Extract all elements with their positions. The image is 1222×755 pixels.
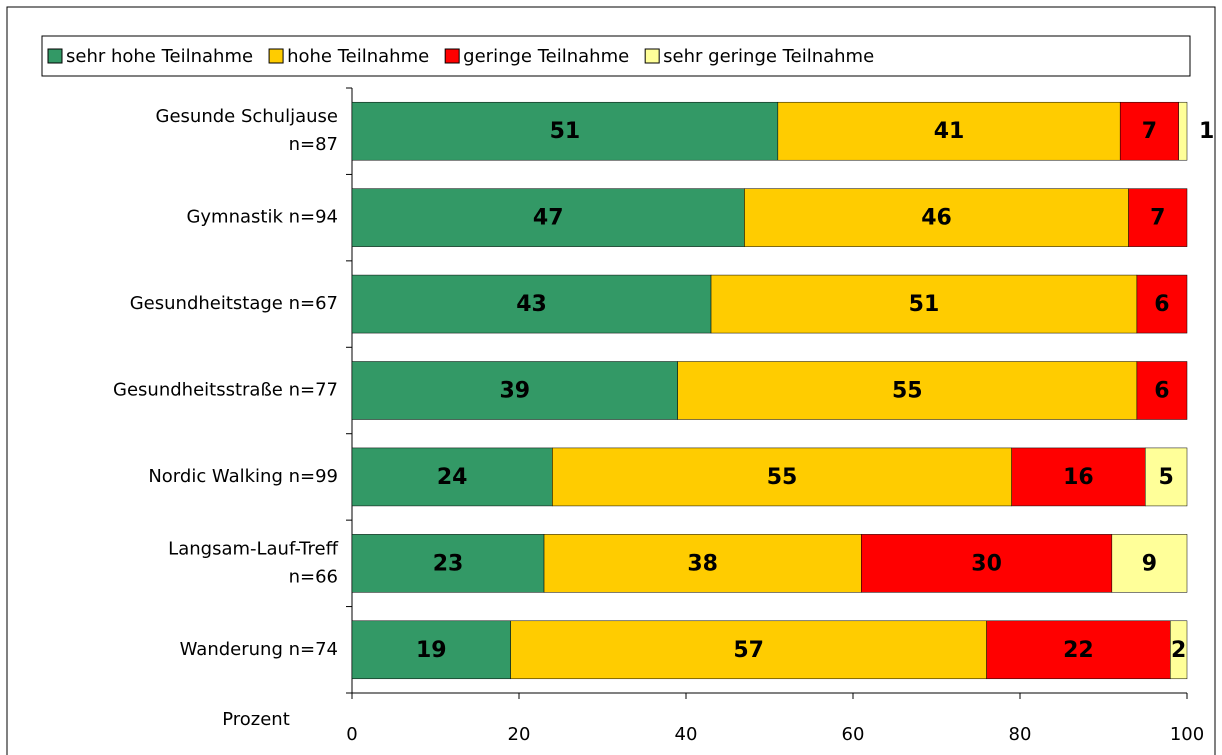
- value-label: 55: [892, 379, 923, 404]
- y-tick-label: Wanderung n=74: [180, 639, 338, 660]
- bar-segment: [861, 534, 1113, 593]
- frame: [6, 6, 1216, 755]
- legend-label: hohe Teilnahme: [287, 46, 429, 67]
- bar-segment: [510, 620, 987, 680]
- bar-segment: [351, 447, 553, 507]
- legend-swatch: [268, 48, 284, 64]
- value-label: 55: [767, 465, 798, 490]
- x-axis-label: Prozent: [222, 709, 290, 730]
- bar-segment: [986, 620, 1171, 680]
- value-label: 7: [1150, 206, 1165, 231]
- y-tick-label: Gesundheitstage n=67: [130, 293, 338, 314]
- bar-segment: [1128, 188, 1188, 247]
- x-tick-label: 40: [675, 724, 698, 745]
- legend-swatch: [47, 48, 63, 64]
- bar-segment: [543, 534, 862, 593]
- value-label: 43: [516, 292, 547, 317]
- value-label: 51: [550, 119, 581, 144]
- value-label: 6: [1154, 379, 1169, 404]
- y-tick-label: Gesunde Schuljause n=87: [156, 106, 338, 155]
- value-label: 22: [1063, 638, 1094, 663]
- bar-segment: [351, 101, 779, 161]
- bar-segment: [1145, 447, 1188, 507]
- legend-label: sehr hohe Teilnahme: [66, 46, 253, 67]
- bar-segment: [351, 620, 511, 680]
- value-label: 41: [934, 119, 965, 144]
- value-label: 23: [433, 551, 464, 576]
- value-label: 5: [1158, 465, 1173, 490]
- bar-segment: [777, 101, 1121, 161]
- x-tick-label: 0: [346, 724, 357, 745]
- value-label: 46: [921, 206, 952, 231]
- bar-segment: [1119, 101, 1179, 161]
- y-tick-label: Langsam-Lauf-Treff n=66: [168, 538, 338, 587]
- legend-label: sehr geringe Teilnahme: [663, 46, 874, 67]
- bar-segment: [1111, 534, 1188, 593]
- x-tick-label: 100: [1170, 724, 1204, 745]
- value-label: 38: [687, 551, 718, 576]
- value-label: 7: [1142, 119, 1157, 144]
- bar-segment: [710, 274, 1138, 334]
- legend-box: [41, 35, 1191, 77]
- value-label: 19: [416, 638, 447, 663]
- bar-segment: [1170, 620, 1188, 680]
- bar-segment: [744, 188, 1129, 247]
- y-tick-label: Gesundheitsstraße n=77: [113, 380, 338, 401]
- y-tick-label: Gymnastik n=94: [186, 207, 338, 228]
- bar-segment: [1178, 101, 1188, 161]
- value-label: 57: [733, 638, 764, 663]
- value-label: 39: [500, 379, 531, 404]
- bar-segment: [351, 361, 678, 420]
- value-label: 6: [1154, 292, 1169, 317]
- value-label: 30: [971, 551, 1002, 576]
- value-label: 1: [1199, 119, 1214, 144]
- bar-segment: [552, 447, 1012, 507]
- legend-swatch: [644, 48, 660, 64]
- value-label: 51: [909, 292, 940, 317]
- legend-label: geringe Teilnahme: [463, 46, 629, 67]
- value-label: 24: [437, 465, 468, 490]
- bar-segment: [1136, 361, 1188, 420]
- bar-segment: [1136, 274, 1188, 334]
- legend-swatch: [444, 48, 460, 64]
- bar-segment: [351, 274, 712, 334]
- bar-segment: [1011, 447, 1146, 507]
- value-label: 9: [1142, 551, 1157, 576]
- x-tick-label: 80: [1009, 724, 1032, 745]
- bar-segment: [351, 534, 545, 593]
- value-label: 2: [1171, 638, 1186, 663]
- x-tick-label: 60: [842, 724, 865, 745]
- y-tick-label: Nordic Walking n=99: [148, 466, 338, 487]
- value-label: 16: [1063, 465, 1094, 490]
- x-tick-label: 20: [508, 724, 531, 745]
- value-label: 47: [533, 206, 564, 231]
